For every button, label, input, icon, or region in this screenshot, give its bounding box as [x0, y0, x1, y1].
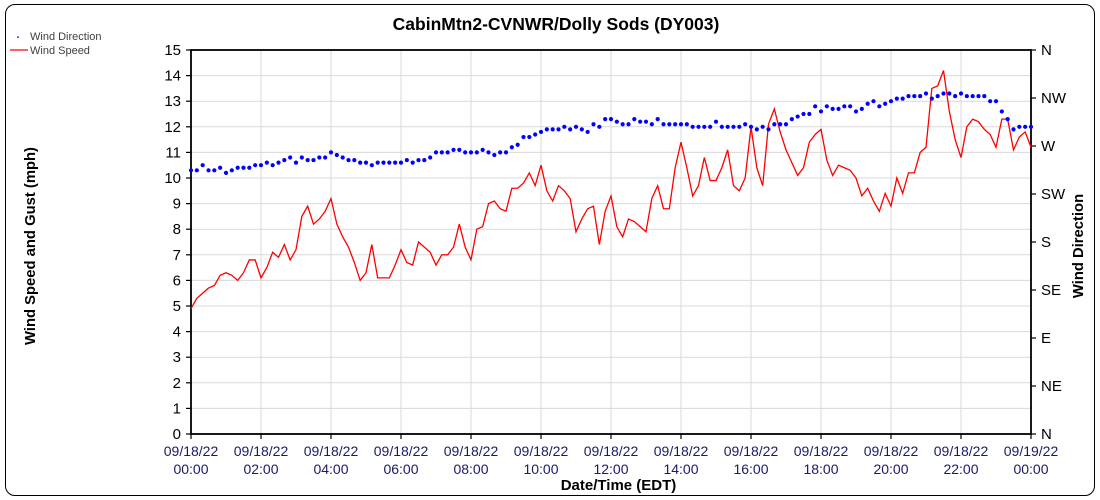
svg-text:16:00: 16:00 — [733, 461, 768, 477]
svg-text:E: E — [1041, 330, 1051, 347]
svg-text:10:00: 10:00 — [523, 461, 558, 477]
svg-text:N: N — [1041, 42, 1052, 59]
svg-text:6: 6 — [173, 272, 181, 289]
svg-text:2: 2 — [173, 375, 181, 392]
svg-text:09/18/22: 09/18/22 — [864, 443, 919, 459]
svg-text:4: 4 — [173, 324, 181, 341]
svg-text:15: 15 — [164, 42, 181, 59]
svg-text:09/18/22: 09/18/22 — [234, 443, 289, 459]
svg-text:1: 1 — [173, 400, 181, 417]
svg-text:09/18/22: 09/18/22 — [654, 443, 709, 459]
svg-text:S: S — [1041, 234, 1051, 251]
svg-text:13: 13 — [164, 93, 181, 110]
svg-text:14: 14 — [164, 68, 181, 85]
svg-text:06:00: 06:00 — [383, 461, 418, 477]
svg-text:09/18/22: 09/18/22 — [724, 443, 779, 459]
svg-text:02:00: 02:00 — [243, 461, 278, 477]
svg-text:W: W — [1041, 138, 1056, 155]
svg-text:0: 0 — [173, 426, 181, 443]
svg-text:09/19/22: 09/19/22 — [1004, 443, 1059, 459]
svg-text:09/18/22: 09/18/22 — [374, 443, 429, 459]
svg-text:11: 11 — [165, 144, 181, 161]
svg-text:00:00: 00:00 — [1013, 461, 1048, 477]
svg-text:3: 3 — [173, 349, 181, 366]
svg-text:18:00: 18:00 — [803, 461, 838, 477]
svg-text:12: 12 — [164, 119, 181, 136]
svg-text:04:00: 04:00 — [313, 461, 348, 477]
svg-text:09/18/22: 09/18/22 — [934, 443, 989, 459]
svg-text:9: 9 — [173, 196, 181, 213]
svg-text:8: 8 — [173, 221, 181, 238]
svg-text:SE: SE — [1041, 282, 1061, 299]
svg-text:10: 10 — [164, 170, 181, 187]
svg-text:09/18/22: 09/18/22 — [304, 443, 359, 459]
svg-text:09/18/22: 09/18/22 — [584, 443, 639, 459]
svg-text:08:00: 08:00 — [453, 461, 488, 477]
svg-text:SW: SW — [1041, 186, 1066, 203]
svg-text:09/18/22: 09/18/22 — [794, 443, 849, 459]
svg-text:22:00: 22:00 — [943, 461, 978, 477]
svg-text:09/18/22: 09/18/22 — [164, 443, 219, 459]
svg-text:7: 7 — [173, 247, 181, 264]
svg-text:N: N — [1041, 426, 1052, 443]
svg-text:NW: NW — [1041, 90, 1067, 107]
svg-text:09/18/22: 09/18/22 — [514, 443, 569, 459]
svg-text:00:00: 00:00 — [173, 461, 208, 477]
svg-text:20:00: 20:00 — [873, 461, 908, 477]
svg-text:12:00: 12:00 — [593, 461, 628, 477]
svg-text:09/18/22: 09/18/22 — [444, 443, 499, 459]
svg-text:5: 5 — [173, 298, 181, 315]
svg-text:NE: NE — [1041, 378, 1062, 395]
svg-text:14:00: 14:00 — [663, 461, 698, 477]
